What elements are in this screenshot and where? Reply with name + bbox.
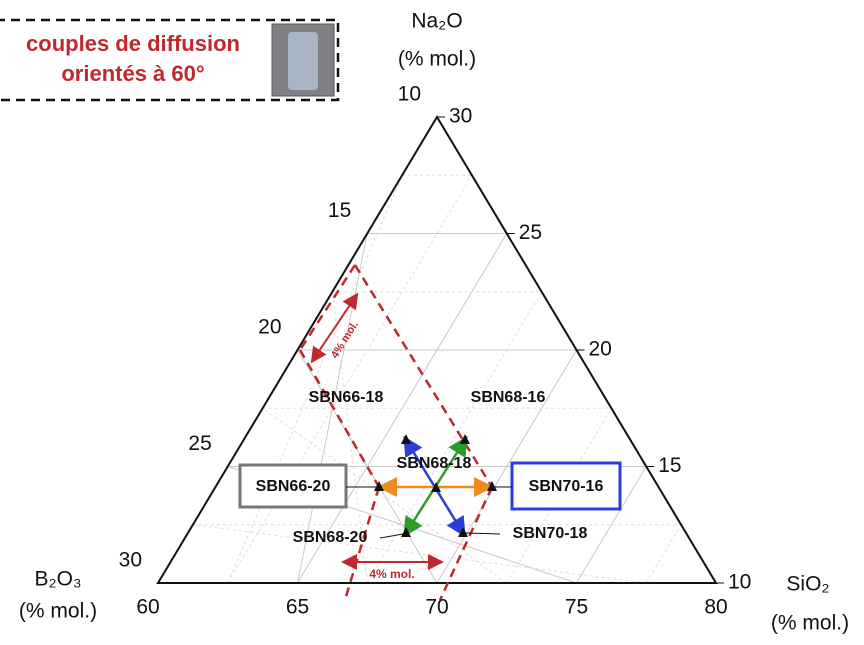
point-label: SBN70-16: [529, 478, 604, 495]
tick-label: 15: [328, 199, 351, 222]
ternary-diagram: couples de diffusion orientés à 60° Na₂O…: [0, 0, 864, 640]
band: [300, 265, 492, 600]
point-label: SBN66-20: [256, 478, 331, 495]
tick-label: 25: [519, 221, 542, 244]
tick-label: 20: [258, 316, 281, 339]
point-marker: [401, 434, 411, 444]
photo-vial: [288, 32, 318, 90]
axis-unit: (% mol.): [771, 612, 849, 635]
tick-label: 25: [188, 432, 211, 455]
tick-label: 10: [398, 83, 421, 106]
tick-label: 10: [728, 571, 751, 594]
point-label: SBN68-16: [471, 389, 546, 406]
axis-unit: (% mol.): [19, 600, 97, 623]
point-label: SBN70-18: [513, 525, 588, 542]
header-line: couples de diffusion: [26, 31, 240, 56]
tick-label: 30: [119, 549, 142, 572]
tick-label: 60: [136, 596, 159, 619]
axis-name: Na₂O: [411, 10, 462, 33]
tick-label: 80: [704, 596, 727, 619]
grid-line: [228, 175, 472, 583]
grid-line: [646, 525, 681, 583]
point-label: SBN68-20: [293, 529, 368, 546]
tick-label: 15: [658, 454, 681, 477]
tick-label: 75: [565, 596, 588, 619]
header-line: orientés à 60°: [61, 61, 204, 86]
axis-name: SiO₂: [786, 573, 829, 596]
tick-label: 20: [589, 338, 612, 361]
point-label: SBN66-18: [309, 389, 384, 406]
tick-label: 65: [286, 596, 309, 619]
annotation: 4% mol.: [369, 567, 414, 581]
annotation: 4% mol.: [329, 319, 361, 361]
axis-name: B₂O₃: [34, 568, 81, 591]
tick-label: 70: [425, 596, 448, 619]
tick-label: 30: [449, 105, 472, 128]
point-label: SBN68-18: [397, 455, 472, 472]
grid: [193, 175, 681, 583]
axis-unit: (% mol.): [398, 48, 476, 71]
